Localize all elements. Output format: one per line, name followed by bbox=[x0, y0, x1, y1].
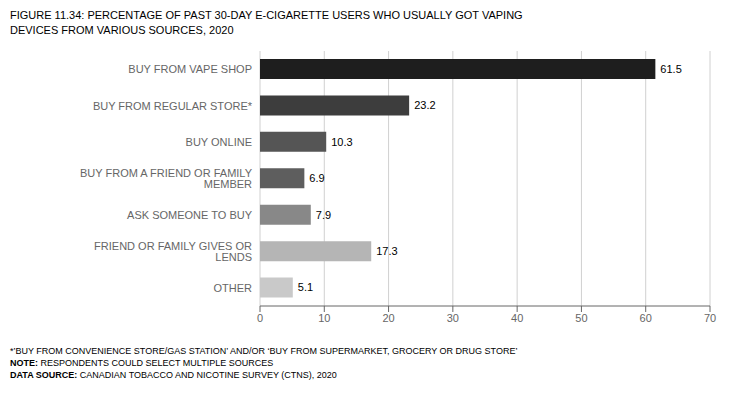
svg-text:20: 20 bbox=[382, 312, 394, 324]
svg-text:30: 30 bbox=[447, 312, 459, 324]
svg-text:6.9: 6.9 bbox=[309, 172, 324, 184]
svg-text:ASK SOMEONE TO BUY: ASK SOMEONE TO BUY bbox=[127, 209, 253, 221]
svg-text:BUY FROM VAPE SHOP: BUY FROM VAPE SHOP bbox=[128, 63, 252, 75]
svg-text:5.1: 5.1 bbox=[298, 281, 313, 293]
html-text:DEVICES FROM VARIOUS SOURCES,: DEVICES FROM VARIOUS SOURCES, 2020 bbox=[10, 24, 234, 37]
svg-text:40: 40 bbox=[511, 312, 523, 324]
svg-text:23.2: 23.2 bbox=[414, 99, 435, 111]
svg-text:FRIEND OR FAMILY GIVES ORLENDS: FRIEND OR FAMILY GIVES ORLENDS bbox=[94, 240, 252, 263]
svg-text:17.3: 17.3 bbox=[376, 245, 397, 257]
html-text:DATA SOURCE: CANADIAN TOBACCO: DATA SOURCE: CANADIAN TOBACCO AND NICOTI… bbox=[10, 370, 337, 381]
svg-text:60: 60 bbox=[640, 312, 652, 324]
svg-text:OTHER: OTHER bbox=[214, 281, 253, 293]
svg-text:BUY FROM A FRIEND OR FAMILYMEM: BUY FROM A FRIEND OR FAMILYMEMBER bbox=[80, 167, 253, 190]
svg-text:61.5: 61.5 bbox=[660, 63, 681, 75]
svg-text:70: 70 bbox=[704, 312, 716, 324]
svg-text:50: 50 bbox=[575, 312, 587, 324]
svg-text:7.9: 7.9 bbox=[316, 208, 331, 220]
svg-text:BUY FROM REGULAR STORE*: BUY FROM REGULAR STORE* bbox=[93, 99, 253, 111]
svg-text:BUY ONLINE: BUY ONLINE bbox=[186, 136, 252, 148]
svg-text:0: 0 bbox=[257, 312, 263, 324]
html-text:FIGURE 11.34: PERCENTAGE OF PA: FIGURE 11.34: PERCENTAGE OF PAST 30-DAY … bbox=[10, 9, 523, 21]
html-text:NOTE: RESPONDENTS COULD SELECT: NOTE: RESPONDENTS COULD SELECT MULTIPLE … bbox=[10, 357, 274, 368]
html-text:*’BUY FROM CONVENIENCE STORE/G: *’BUY FROM CONVENIENCE STORE/GAS STATION… bbox=[10, 345, 518, 356]
svg-text:10.3: 10.3 bbox=[331, 136, 352, 148]
svg-text:10: 10 bbox=[318, 312, 330, 324]
